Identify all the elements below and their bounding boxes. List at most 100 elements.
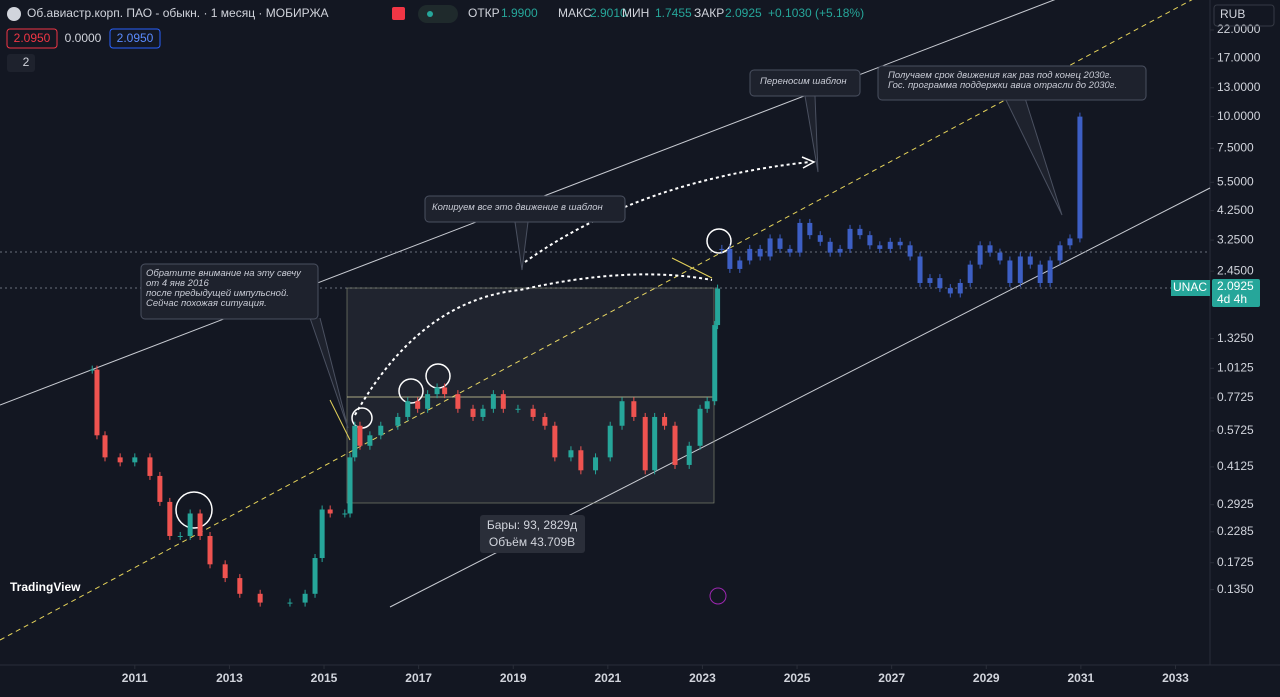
measure-volume: Объём 43.709B: [489, 535, 575, 549]
x-tick-label: 2025: [784, 671, 811, 685]
y-tick-label: 0.5725: [1217, 423, 1254, 437]
event-icon[interactable]: [709, 587, 727, 605]
candle: [727, 248, 733, 269]
x-tick-label: 2027: [878, 671, 905, 685]
candle: [395, 416, 401, 426]
candle: [652, 416, 658, 471]
currency[interactable]: RUB: [1220, 7, 1245, 21]
candle: [642, 416, 648, 471]
measure-bars: Бары: 93, 2829д: [487, 518, 577, 532]
callout-tail: [804, 95, 819, 173]
sell-price[interactable]: 2.0950: [14, 31, 51, 45]
buy-box[interactable]: [109, 28, 161, 49]
candle: [157, 475, 163, 502]
candle: [947, 288, 953, 294]
candle: [222, 564, 228, 579]
channel-upper: [0, 0, 1056, 406]
y-tick-label: 0.1725: [1217, 555, 1254, 569]
measure-label-box: [480, 515, 585, 553]
sell-box[interactable]: [6, 28, 58, 49]
y-tick-label: 13.0000: [1217, 80, 1261, 94]
candle: [237, 578, 243, 594]
candle: [1067, 238, 1073, 246]
high-value: 2.9010: [590, 6, 627, 20]
candle: [287, 602, 293, 604]
candle: [787, 248, 793, 253]
candle: [167, 501, 173, 536]
candle: [132, 457, 138, 463]
candle: [515, 408, 521, 410]
candle: [94, 369, 100, 436]
y-tick-label: 4.2500: [1217, 203, 1254, 217]
indicator-toggle[interactable]: [7, 54, 35, 72]
candle: [89, 369, 95, 371]
candle: [117, 457, 123, 463]
candle: [807, 222, 813, 236]
spread: 0.0000: [65, 31, 102, 45]
candle: [177, 535, 183, 537]
candle: [715, 288, 721, 326]
annotation-text: после предыдущей импульсной.: [146, 288, 289, 299]
currency-select[interactable]: [1213, 4, 1275, 27]
y-tick-label: 1.3250: [1217, 331, 1254, 345]
candle: [817, 235, 823, 242]
status-pill: [418, 5, 458, 23]
x-tick-label: 2029: [973, 671, 1000, 685]
change-value: +0.1030 (+5.18%): [768, 6, 864, 20]
candle: [593, 457, 599, 471]
annotation-text: Получаем срок движения как раз под конец…: [888, 70, 1112, 81]
annotation-box: [140, 263, 319, 320]
x-tick-label: 2023: [689, 671, 716, 685]
callout-tail: [514, 221, 529, 271]
candle: [977, 245, 983, 265]
y-tick-label: 2.4500: [1217, 263, 1254, 277]
candle: [302, 593, 308, 603]
callout-tail: [1004, 97, 1063, 216]
low-label: МИН: [622, 6, 649, 20]
buy-price[interactable]: 2.0950: [117, 31, 154, 45]
candle: [712, 325, 718, 402]
candle: [837, 248, 843, 253]
highlight: [398, 378, 424, 404]
candle: [1037, 264, 1043, 283]
candle: [957, 282, 963, 294]
high-label: МАКС: [558, 6, 592, 20]
symbol-icon: [7, 7, 21, 21]
candle: [662, 416, 668, 426]
curve-arrow: [524, 161, 811, 263]
x-tick-label: 2019: [500, 671, 527, 685]
candle: [827, 241, 833, 253]
candle: [619, 401, 625, 426]
candle: [312, 558, 318, 594]
arrow-head: [801, 156, 816, 169]
y-tick-label: 0.4125: [1217, 459, 1254, 473]
x-tick-label: 2033: [1162, 671, 1189, 685]
y-tick-label: 1.0125: [1217, 360, 1254, 374]
candle: [415, 401, 421, 409]
x-tick-label: 2031: [1068, 671, 1095, 685]
annotation-text: от 4 янв 2016: [146, 278, 210, 289]
symbol-title: Об.авиастр.корп. ПАО - обыкн. · 1 месяц …: [27, 6, 329, 20]
candle: [877, 245, 883, 249]
tag-timer: 4d 4h: [1217, 292, 1247, 306]
open-value: 1.9900: [501, 6, 538, 20]
tag-symbol: UNAC: [1173, 280, 1207, 294]
candle: [631, 401, 637, 417]
y-tick-label: 0.2925: [1217, 497, 1254, 511]
candle: [187, 513, 193, 536]
candle: [352, 425, 358, 458]
tag-price: 2.0925: [1217, 279, 1254, 293]
curve-arrow: [354, 273, 713, 416]
close-label: ЗАКР: [694, 6, 724, 20]
candle: [987, 245, 993, 253]
candle: [500, 394, 506, 409]
indicator-count[interactable]: 2: [23, 55, 30, 69]
x-tick-label: 2021: [594, 671, 621, 685]
candle: [897, 241, 903, 246]
candle: [607, 425, 613, 458]
y-tick-label: 0.1350: [1217, 582, 1254, 596]
candle: [530, 408, 536, 417]
open-label: ОТКР: [468, 6, 500, 20]
annotation-box: [749, 69, 861, 97]
candle: [777, 238, 783, 249]
